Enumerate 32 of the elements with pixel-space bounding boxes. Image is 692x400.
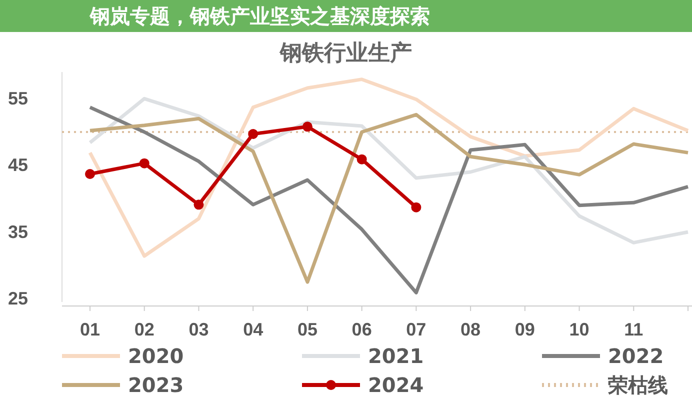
legend-label: 2024: [368, 373, 424, 397]
x-tick-label: 04: [243, 320, 264, 340]
x-tick-label: 01: [80, 320, 100, 340]
y-tick-label: 35: [8, 222, 28, 242]
x-tick-label: 05: [297, 320, 318, 340]
legend-label: 2020: [128, 344, 184, 368]
x-tick-label: 09: [514, 320, 535, 340]
point: [85, 169, 95, 179]
legend-label: 2023: [128, 373, 184, 397]
x-tick-label: 06: [352, 320, 372, 340]
point: [411, 202, 422, 212]
point: [356, 154, 367, 164]
x-tick-label: 08: [460, 320, 481, 340]
y-tick-label: 55: [8, 88, 28, 108]
point: [194, 200, 204, 210]
chart-title: 钢铁行业生产: [279, 40, 412, 66]
x-tick-label: 10: [569, 320, 590, 340]
x-tick-label: 03: [188, 320, 209, 340]
x-tick-label: 11: [624, 320, 644, 340]
x-tick-label: 02: [134, 320, 154, 340]
line-series: [88, 96, 690, 244]
line-series: [88, 78, 690, 258]
legend-label: 2021: [368, 344, 424, 368]
legend-label: 2022: [608, 344, 664, 368]
legend-label: 荣枯线: [607, 373, 668, 397]
y-tick-label: 45: [8, 155, 28, 176]
point: [248, 129, 258, 139]
point: [302, 122, 312, 132]
text: 钢岚专题，钢铁产业坚实之基深度探索: [89, 4, 430, 28]
point: [139, 158, 150, 168]
y-tick-label: 25: [8, 288, 28, 308]
x-tick-label: 07: [406, 320, 426, 340]
